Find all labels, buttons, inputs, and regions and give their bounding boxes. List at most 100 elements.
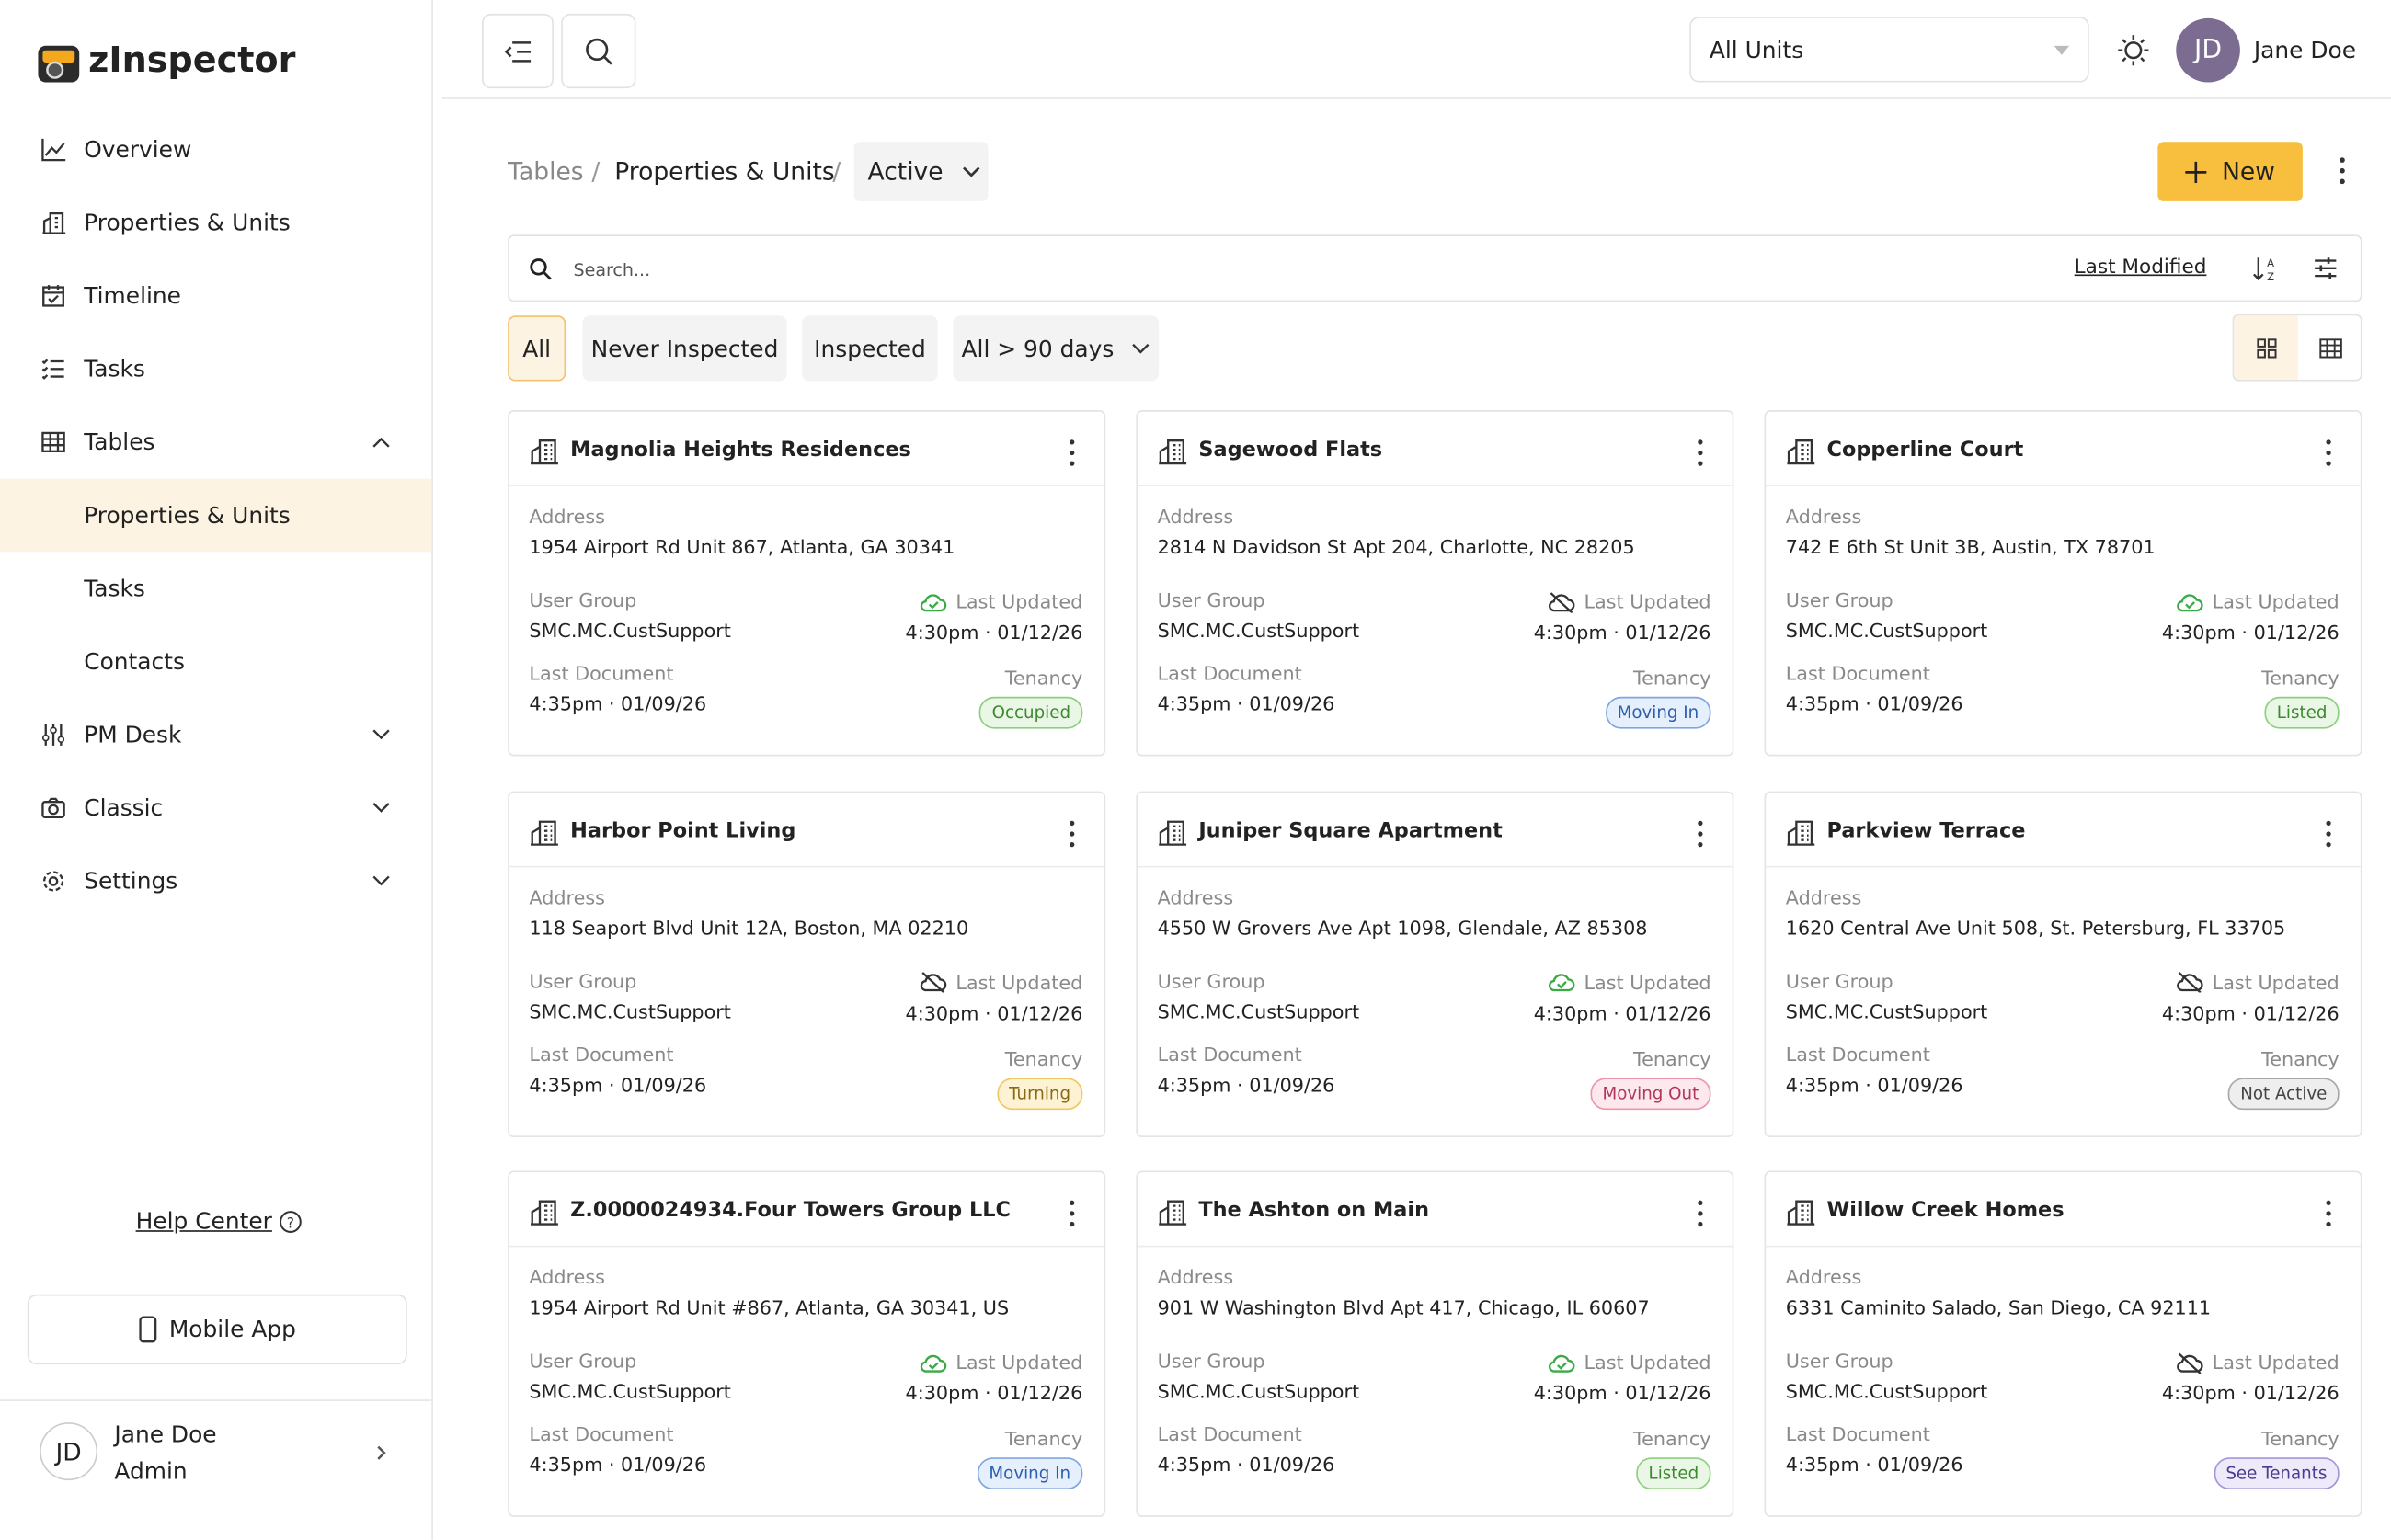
unit-select[interactable]: All Units xyxy=(1689,17,2089,83)
svg-text:?: ? xyxy=(288,1214,295,1230)
card-menu[interactable] xyxy=(1696,439,1705,467)
nav-label: PM Desk xyxy=(84,721,182,749)
filter-chip[interactable]: All xyxy=(508,315,566,382)
property-card[interactable]: Parkview Terrace Address 1620 Central Ave … xyxy=(1764,790,2362,1137)
card-menu[interactable] xyxy=(2324,1200,2333,1227)
tenancy-badge: Not Active xyxy=(2227,1077,2340,1110)
card-title: Copperline Court xyxy=(1826,437,2024,462)
building-icon xyxy=(531,439,558,465)
last-updated-text: Last Updated xyxy=(2212,589,2340,613)
last-document-label: Last Document xyxy=(1157,1422,1302,1445)
property-card[interactable]: Willow Creek Homes Address 6331 Caminito S… xyxy=(1764,1170,2362,1517)
filter-chip[interactable]: Never Inspected xyxy=(582,315,787,382)
card-menu[interactable] xyxy=(1068,819,1077,847)
user-group-label: User Group xyxy=(1157,1349,1265,1373)
property-card[interactable]: Z.0000024934.Four Towers Group LLC Addres… xyxy=(508,1170,1106,1517)
last-document-label: Last Document xyxy=(1157,1042,1302,1066)
address-label: Address xyxy=(529,504,605,528)
sort-field[interactable]: Last Modified xyxy=(2074,256,2207,279)
nav-subitem[interactable]: Contacts xyxy=(0,625,431,699)
tenancy-badge: Occupied xyxy=(979,696,1083,729)
collapse-button[interactable] xyxy=(481,13,554,89)
last-updated-label: Last Updated xyxy=(1548,1351,1711,1374)
nav-item[interactable]: PM Desk xyxy=(0,698,431,771)
nav-icon xyxy=(41,724,65,746)
filter-chip[interactable]: Inspected xyxy=(802,315,938,382)
status-dropdown[interactable]: Active xyxy=(853,142,989,201)
address-label: Address xyxy=(529,1265,605,1289)
user-group-label: User Group xyxy=(1785,588,1893,611)
top-avatar[interactable]: JD xyxy=(2176,17,2240,83)
address-label: Address xyxy=(1157,504,1234,528)
card-header: Juniper Square Apartment xyxy=(1138,792,1733,867)
card-menu[interactable] xyxy=(2324,439,2333,467)
last-document-label: Last Document xyxy=(1785,661,1930,685)
card-menu[interactable] xyxy=(1696,1200,1705,1227)
last-updated-text: Last Updated xyxy=(955,970,1083,994)
table-view[interactable] xyxy=(2298,315,2361,380)
nav-item[interactable]: Overview xyxy=(0,113,431,187)
breadcrumb-root[interactable]: Tables xyxy=(508,156,584,187)
new-button[interactable]: New xyxy=(2157,142,2303,201)
new-text: New xyxy=(2222,156,2275,187)
card-menu[interactable] xyxy=(2324,819,2333,847)
nav-subitem[interactable]: Tasks xyxy=(0,552,431,625)
last-document: 4:35pm · 01/09/26 xyxy=(1157,1072,1335,1096)
filter-settings[interactable] xyxy=(2313,257,2338,281)
property-card[interactable]: Juniper Square Apartment Address 4550 W Gr… xyxy=(1136,790,1734,1137)
nav-item[interactable]: Tables xyxy=(0,405,431,479)
user-chevron[interactable] xyxy=(373,1443,389,1462)
nav-item[interactable]: Settings xyxy=(0,845,431,918)
nav-item[interactable]: Properties & Units xyxy=(0,186,431,259)
sort-direction[interactable]: AZ xyxy=(2252,255,2277,282)
address: 901 W Washington Blvd Apt 417, Chicago, … xyxy=(1157,1295,1650,1319)
last-document-label: Last Document xyxy=(529,1042,674,1066)
property-card[interactable]: Magnolia Heights Residences Address 1954 A… xyxy=(508,410,1106,757)
nav-item[interactable]: Tasks xyxy=(0,332,431,405)
filter-label: Never Inspected xyxy=(590,334,779,362)
user-group-label: User Group xyxy=(1785,968,1893,992)
last-updated-label: Last Updated xyxy=(2176,970,2340,993)
building-icon xyxy=(531,1200,558,1226)
status-text: Active xyxy=(867,156,944,187)
theme-toggle[interactable] xyxy=(2117,33,2150,66)
card-title: Willow Creek Homes xyxy=(1826,1198,2065,1223)
sidebar: zInspector Overview Properties & Units Tim… xyxy=(0,0,433,1540)
card-menu[interactable] xyxy=(1068,439,1077,467)
building-icon xyxy=(1159,439,1187,465)
page-menu[interactable] xyxy=(2336,155,2348,186)
nav-label: Properties & Units xyxy=(84,209,291,237)
nav-item[interactable]: Classic xyxy=(0,771,431,845)
building-icon xyxy=(1787,1200,1815,1226)
mobile-app-button[interactable]: Mobile App xyxy=(27,1294,407,1365)
chevron xyxy=(1133,343,1150,353)
synced-icon xyxy=(2176,593,2203,611)
nav-icon xyxy=(41,431,65,452)
card-menu[interactable] xyxy=(1696,819,1705,847)
property-card[interactable]: The Ashton on Main Address 901 W Washingto… xyxy=(1136,1170,1734,1517)
last-updated: 4:30pm · 01/12/26 xyxy=(2161,620,2340,644)
last-document: 4:35pm · 01/09/26 xyxy=(1157,691,1335,715)
property-card[interactable]: Copperline Court Address 742 E 6th St Unit… xyxy=(1764,410,2362,757)
card-title: The Ashton on Main xyxy=(1198,1198,1430,1223)
filter-label: All xyxy=(522,334,552,362)
property-card[interactable]: Sagewood Flats Address 2814 N Davidson St … xyxy=(1136,410,1734,757)
address: 4550 W Grovers Ave Apt 1098, Glendale, A… xyxy=(1157,915,1648,939)
grid-icon xyxy=(2256,337,2276,358)
property-card[interactable]: Harbor Point Living Address 118 Seaport Bl… xyxy=(508,790,1106,1137)
help-link[interactable]: Help Center ? xyxy=(136,1207,303,1235)
breadcrumb-current[interactable]: Properties & Units xyxy=(614,156,835,187)
nav-label: Overview xyxy=(84,135,192,164)
nav-subitem[interactable]: Properties & Units xyxy=(0,478,432,553)
card-menu[interactable] xyxy=(1068,1200,1077,1227)
tenancy-badge: Listed xyxy=(1636,1457,1711,1490)
nav-item[interactable]: Timeline xyxy=(0,259,431,333)
filter-chip[interactable]: All > 90 days xyxy=(953,315,1160,382)
search-button[interactable] xyxy=(561,13,636,89)
not-synced-icon xyxy=(920,972,946,993)
address-label: Address xyxy=(1785,1265,1862,1289)
nav-label: Contacts xyxy=(84,647,185,676)
grid-view[interactable] xyxy=(2234,315,2298,380)
